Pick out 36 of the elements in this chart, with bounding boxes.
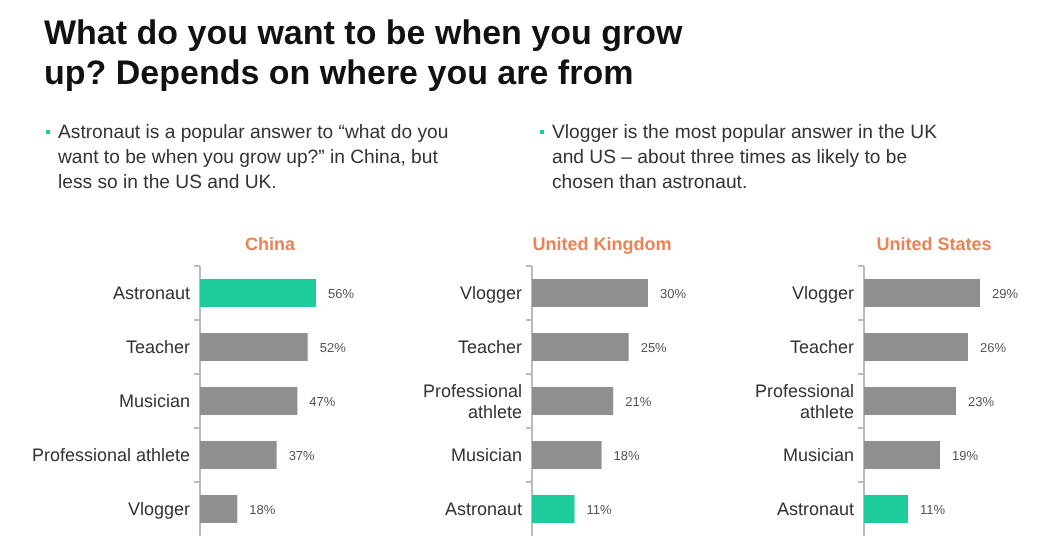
bar — [864, 278, 980, 308]
chart-title: China — [244, 234, 297, 254]
y-tick-label: Vlogger — [791, 283, 854, 304]
y-tick-label: Vlogger — [127, 499, 190, 520]
y-tick-label: Teacher — [457, 337, 522, 358]
text: What do you want to be when you grow up? Depends on where you are from — [44, 14, 684, 92]
y-tick-label: Astronaut — [444, 499, 523, 520]
bar — [200, 494, 238, 524]
y-tick-label: Professional athlete — [422, 380, 522, 422]
bar — [864, 332, 968, 362]
y-tick-label: Professional athlete — [31, 445, 190, 466]
bar — [200, 440, 277, 470]
bar — [532, 494, 575, 524]
bar — [532, 386, 614, 416]
chart-title: United States — [876, 234, 992, 254]
bar — [532, 332, 629, 362]
y-tick-label: Vlogger — [459, 283, 522, 304]
bar — [864, 386, 956, 416]
y-tick-label: Teacher — [789, 337, 854, 358]
y-tick-label: Astronaut — [112, 283, 191, 304]
bar — [532, 278, 648, 308]
bar — [200, 386, 298, 416]
bar — [200, 278, 316, 308]
y-tick-label: Musician — [450, 445, 522, 466]
bar — [864, 440, 940, 470]
y-tick-label: Astronaut — [776, 499, 855, 520]
bar — [864, 494, 908, 524]
text: Vlogger is the most popular answer in the UK and US – about three times as likely to be chosen than astronaut. — [552, 122, 939, 194]
bar — [532, 440, 602, 470]
chart-title: United Kingdom — [532, 234, 672, 254]
y-tick-label: Professional athlete — [754, 380, 854, 422]
y-tick-label: Teacher — [125, 337, 190, 358]
y-tick-label: Musician — [118, 391, 190, 412]
y-tick-label: Musician — [782, 445, 854, 466]
bar — [200, 332, 308, 362]
text: Astronaut is a popular answer to “what do you want to be when you grow up?” in China, but less so in the US and UK. — [56, 122, 449, 194]
